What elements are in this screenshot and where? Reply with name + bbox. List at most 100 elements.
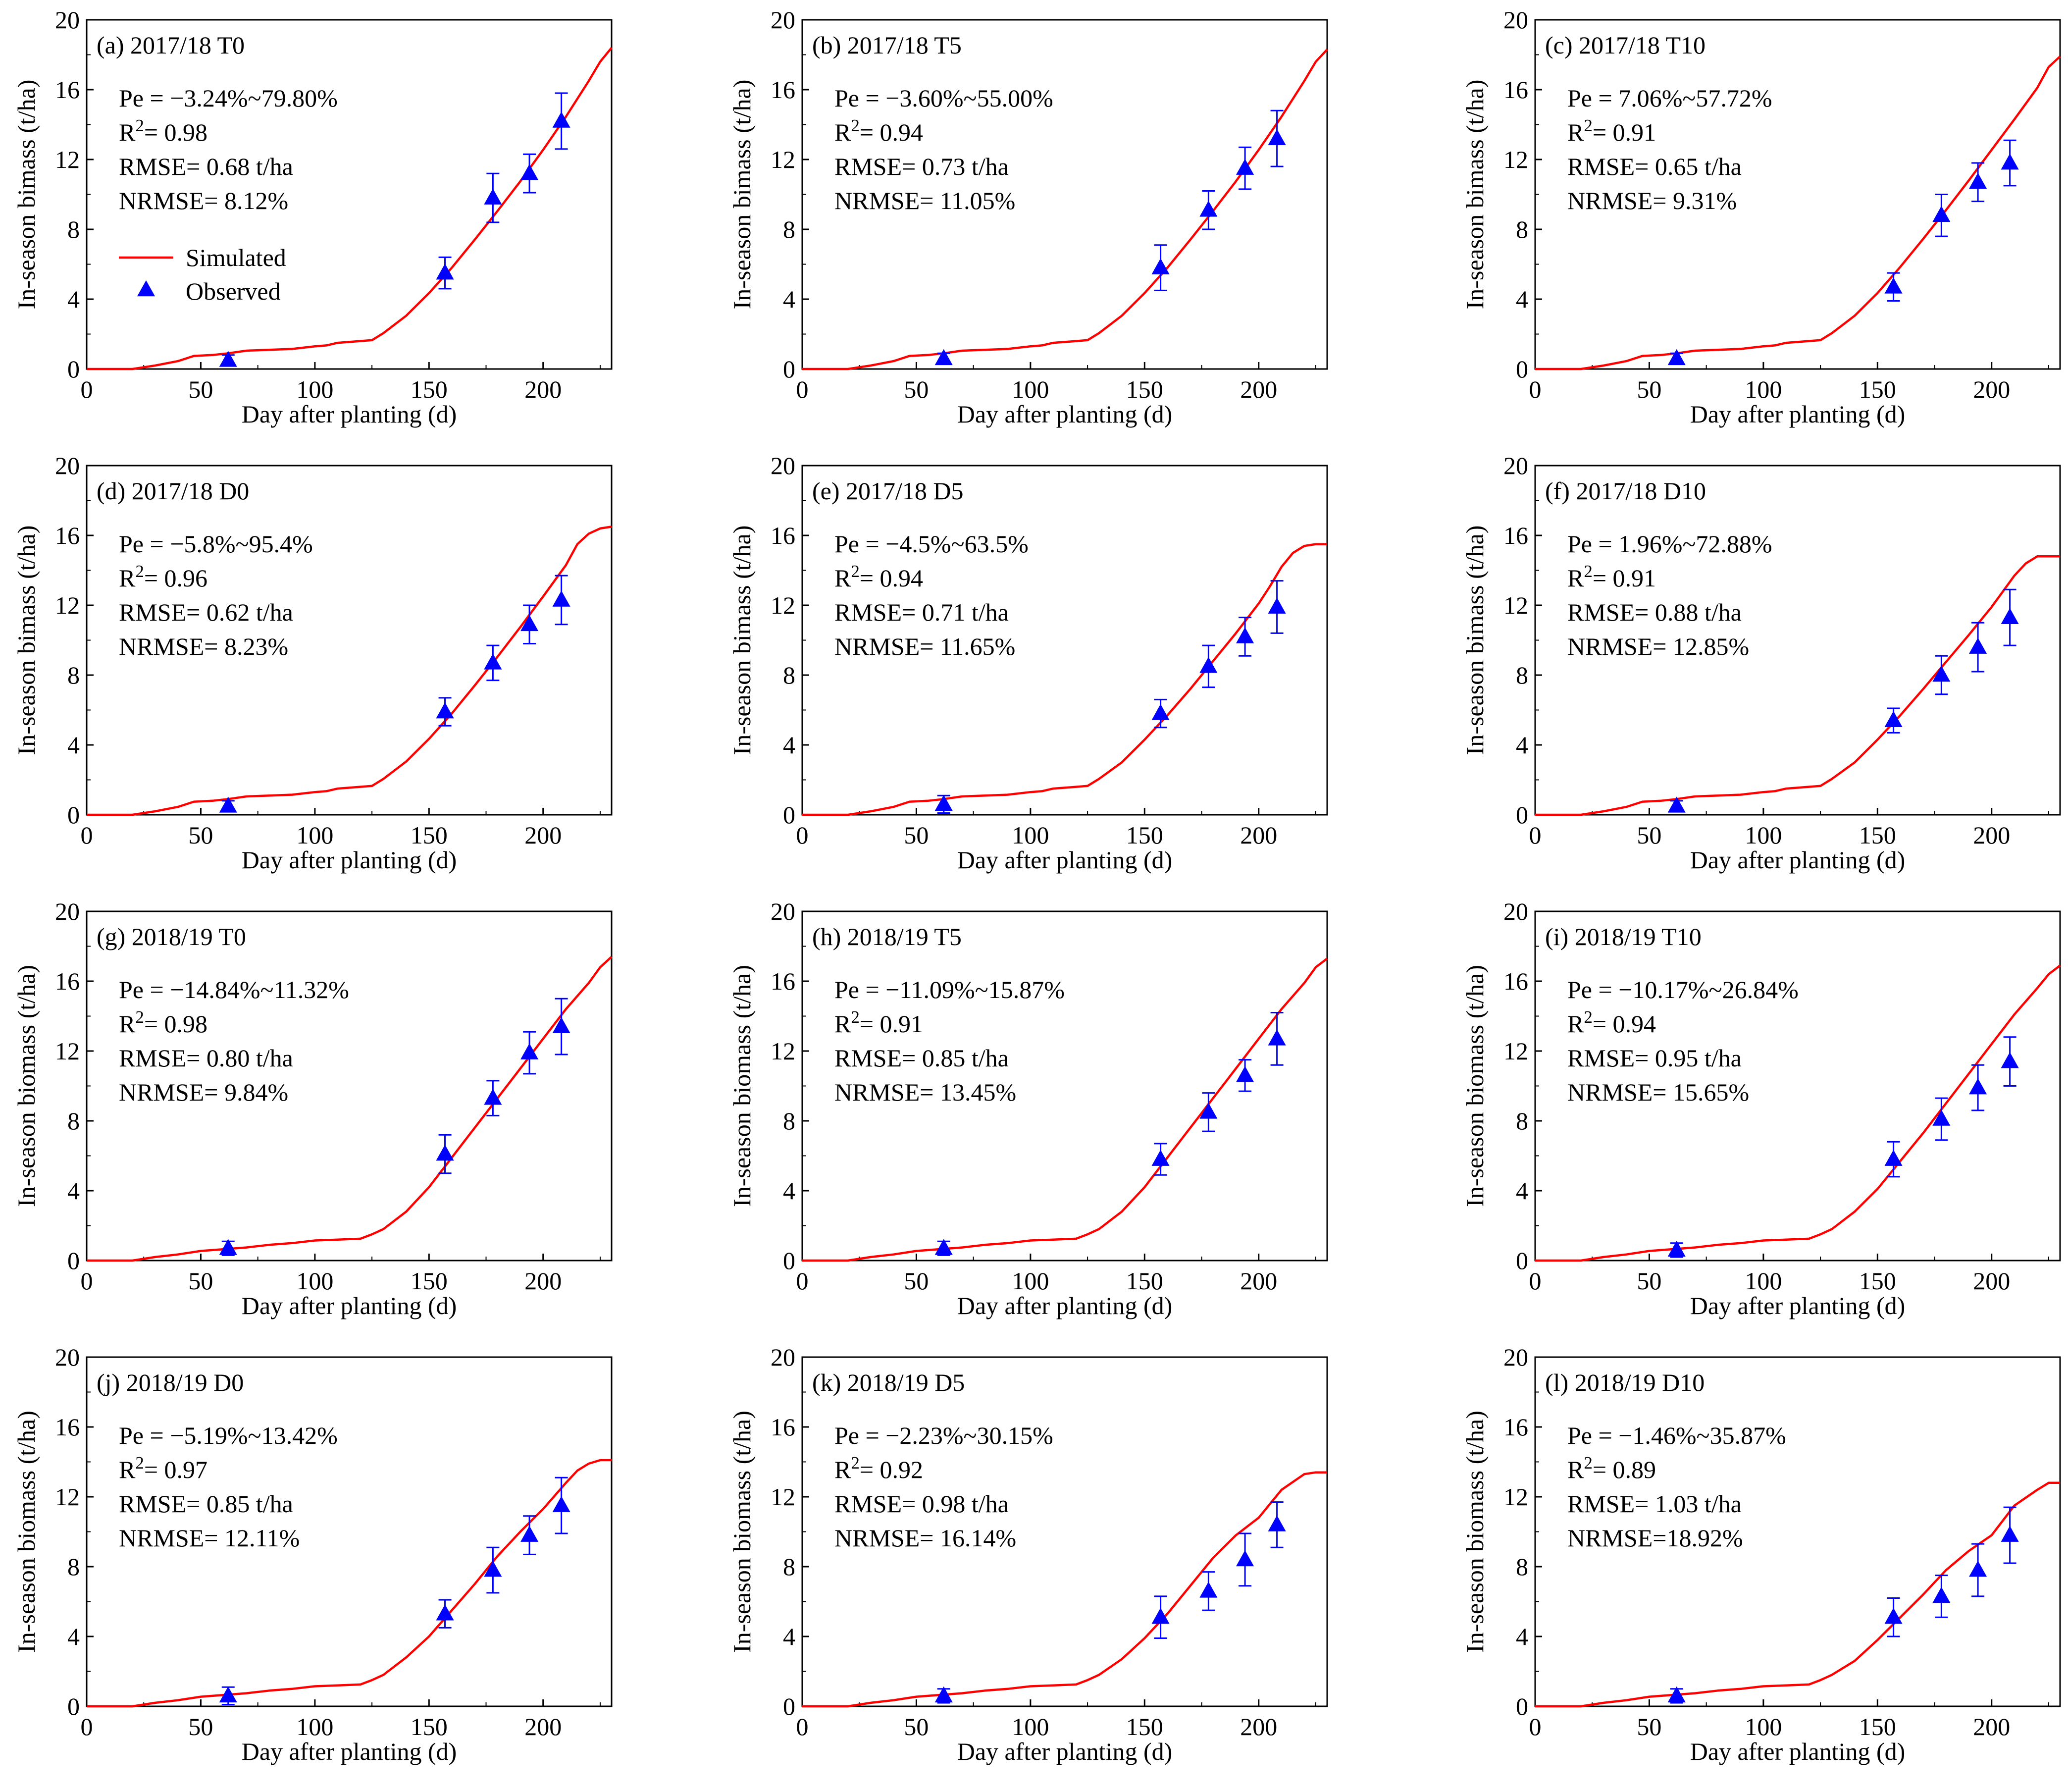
- y-tick-label: 0: [783, 801, 795, 829]
- panel-title: (c) 2017/18 T10: [1545, 31, 1706, 59]
- x-axis-label: Day after planting (d): [242, 846, 457, 874]
- simulated-line: [87, 526, 612, 816]
- stat-line: Pe = −10.17%~26.84%: [1567, 976, 1799, 1003]
- x-tick-label: 50: [188, 821, 213, 849]
- chart-panel: 0 50 100 150 200 0 4 8 12 16 20 Day after planting …: [728, 897, 1328, 1319]
- x-tick-label: 50: [188, 1713, 213, 1740]
- x-axis-label: Day after planting (d): [957, 846, 1173, 874]
- stat-line: RMSE= 0.71 t/ha: [834, 598, 1009, 626]
- x-tick-label: 50: [1637, 1713, 1661, 1740]
- observed-point: [219, 1239, 237, 1255]
- panel-title: (d) 2017/18 D0: [97, 477, 249, 505]
- chart-panel: 0 50 100 150 200 0 4 8 12 16 20 Day after planting …: [1461, 452, 2061, 874]
- y-tick-label: 4: [1516, 1623, 1528, 1650]
- x-tick-label: 200: [524, 1267, 562, 1295]
- y-tick-label: 20: [55, 1343, 80, 1371]
- simulated-line: [802, 957, 1328, 1262]
- y-tick-label: 8: [1516, 1107, 1528, 1135]
- observed-point: [436, 1604, 454, 1621]
- y-tick-label: 12: [55, 591, 80, 619]
- observed-point: [1199, 1581, 1218, 1598]
- simulated-line: [1535, 55, 2061, 370]
- y-axis-label: In-season bimass (t/ha): [12, 526, 40, 755]
- y-tick-label: 16: [771, 76, 795, 104]
- y-tick-label: 16: [1503, 967, 1528, 995]
- panel-title: (b) 2017/18 T5: [812, 31, 962, 59]
- observed-point: [552, 1017, 570, 1033]
- x-axis-label: Day after planting (d): [1690, 1738, 1906, 1765]
- y-tick-label: 0: [1516, 1247, 1528, 1274]
- simulated-line: [802, 543, 1327, 816]
- x-tick-label: 100: [1745, 1267, 1782, 1295]
- y-tick-label: 4: [67, 1623, 80, 1650]
- y-tick-label: 8: [67, 215, 80, 243]
- x-tick-label: 50: [1637, 1267, 1661, 1295]
- observed-point: [934, 1686, 953, 1703]
- x-axis-label: Day after planting (d): [242, 400, 457, 428]
- stat-line: Pe = −5.19%~13.42%: [119, 1422, 338, 1449]
- stat-line: NRMSE= 13.45%: [834, 1078, 1016, 1106]
- simulated-line: [87, 47, 613, 370]
- y-tick-label: 20: [1503, 452, 1528, 479]
- y-tick-label: 12: [771, 146, 795, 173]
- panel-title: (l) 2018/19 D10: [1545, 1369, 1705, 1396]
- x-tick-label: 100: [296, 1713, 333, 1740]
- observed-point: [552, 590, 570, 607]
- observed-point: [1884, 277, 1903, 294]
- y-tick-label: 12: [55, 1483, 80, 1511]
- x-tick-label: 100: [1012, 375, 1049, 403]
- observed-point: [1236, 158, 1254, 175]
- observed-point: [436, 1144, 454, 1161]
- y-tick-label: 8: [783, 215, 795, 243]
- observed-point: [2001, 608, 2019, 624]
- y-tick-label: 0: [783, 1692, 795, 1720]
- chart-panel: 0 50 100 150 200 0 4 8 12 16 20 Day after planting …: [728, 1343, 1328, 1765]
- observed-point: [1667, 796, 1686, 813]
- stat-line: R2= 0.91: [1567, 116, 1656, 147]
- y-tick-label: 4: [67, 285, 80, 313]
- x-tick-label: 100: [296, 375, 333, 403]
- observed-point: [1884, 1150, 1903, 1166]
- observed-point: [520, 1043, 539, 1059]
- observed-point: [219, 796, 237, 813]
- stat-line: R2= 0.94: [1567, 1007, 1656, 1038]
- panel-title: (e) 2017/18 D5: [812, 477, 964, 505]
- x-axis-label: Day after planting (d): [957, 400, 1173, 428]
- y-tick-label: 0: [783, 355, 795, 383]
- y-tick-label: 0: [1516, 355, 1528, 383]
- simulated-line: [802, 49, 1328, 370]
- x-tick-label: 100: [1745, 821, 1782, 849]
- panel-title: (h) 2018/19 T5: [812, 923, 962, 950]
- stat-line: R2= 0.96: [119, 562, 207, 592]
- stat-line: NRMSE= 8.12%: [119, 187, 288, 214]
- observed-point: [1884, 711, 1903, 727]
- x-tick-label: 50: [188, 1267, 213, 1295]
- x-tick-label: 50: [1637, 375, 1661, 403]
- observed-point: [1969, 172, 1987, 189]
- y-axis-label: In-season biomass (t/ha): [728, 1411, 756, 1653]
- observed-point: [219, 1686, 237, 1703]
- x-tick-label: 200: [1973, 1267, 2010, 1295]
- observed-point: [552, 111, 570, 128]
- x-tick-label: 100: [1012, 821, 1049, 849]
- stat-line: RMSE= 0.68 t/ha: [119, 153, 293, 180]
- observed-point: [1667, 349, 1686, 366]
- observed-point: [1667, 1686, 1686, 1703]
- stat-line: RMSE= 0.85 t/ha: [119, 1490, 293, 1518]
- y-tick-label: 12: [55, 1037, 80, 1065]
- x-tick-label: 50: [1637, 821, 1661, 849]
- y-axis-label: In-season bimass (t/ha): [1461, 526, 1489, 755]
- chart-panel: 0 50 100 150 200 0 4 8 12 16 20 Day after planting …: [1461, 6, 2061, 428]
- y-axis-label: In-season bimass (t/ha): [1461, 80, 1489, 310]
- observed-point: [1932, 1586, 1951, 1603]
- x-tick-label: 150: [1859, 821, 1896, 849]
- observed-point: [1969, 1078, 1987, 1095]
- simulated-line: [1535, 964, 2061, 1262]
- y-axis-label: In-season bimass (t/ha): [12, 80, 40, 310]
- stat-line: NRMSE= 9.31%: [1567, 187, 1737, 214]
- y-tick-label: 20: [771, 6, 795, 34]
- y-tick-label: 0: [67, 355, 80, 383]
- stat-line: Pe = −3.24%~79.80%: [119, 84, 338, 112]
- x-tick-label: 200: [1240, 821, 1277, 849]
- observed-point: [1151, 1608, 1170, 1624]
